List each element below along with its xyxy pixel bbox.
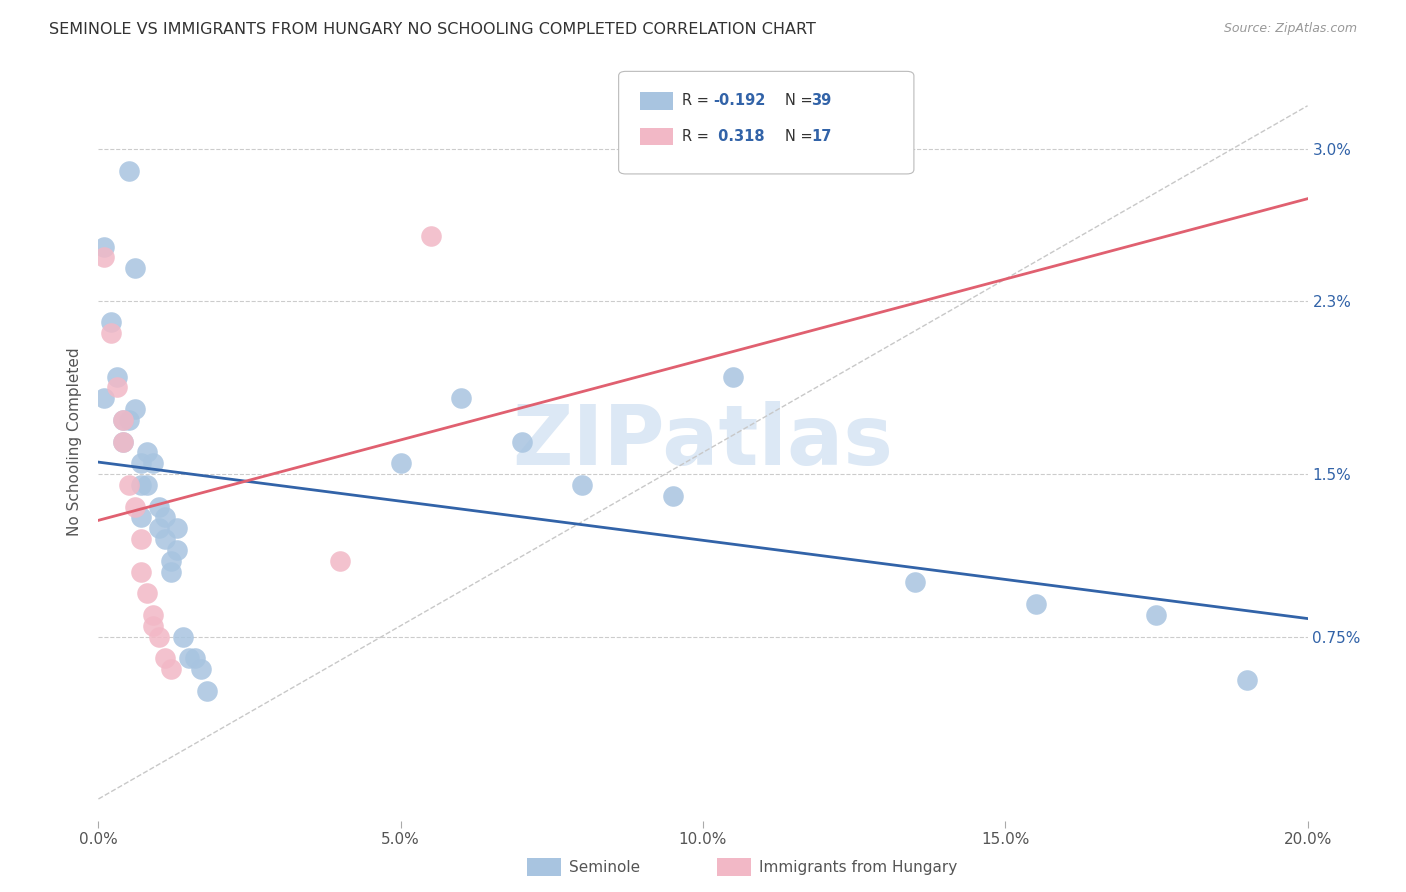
- Point: [661, 489, 683, 503]
- Point: [118, 413, 141, 427]
- Point: [129, 510, 152, 524]
- Point: [118, 163, 141, 178]
- Point: [166, 542, 188, 557]
- Point: [111, 434, 134, 449]
- Text: ZIPatlas: ZIPatlas: [513, 401, 893, 482]
- Point: [142, 618, 165, 632]
- Point: [105, 369, 128, 384]
- Point: [100, 315, 122, 329]
- Point: [148, 630, 170, 644]
- Point: [105, 380, 128, 394]
- Point: [329, 554, 352, 568]
- Point: [184, 651, 207, 665]
- Point: [124, 500, 146, 514]
- Text: Immigrants from Hungary: Immigrants from Hungary: [759, 860, 957, 874]
- Point: [118, 478, 141, 492]
- Point: [420, 228, 443, 243]
- Y-axis label: No Schooling Completed: No Schooling Completed: [67, 347, 83, 536]
- Point: [389, 456, 412, 470]
- Point: [571, 478, 593, 492]
- Point: [510, 434, 533, 449]
- Point: [142, 607, 165, 622]
- Point: [723, 369, 745, 384]
- Point: [153, 651, 176, 665]
- Text: R =: R =: [682, 129, 713, 144]
- Point: [195, 683, 218, 698]
- Point: [124, 261, 146, 276]
- Point: [111, 413, 134, 427]
- Point: [153, 532, 176, 546]
- Text: N =: N =: [785, 129, 817, 144]
- Point: [135, 445, 157, 459]
- Text: R =: R =: [682, 94, 713, 108]
- Point: [142, 456, 165, 470]
- Point: [1236, 673, 1258, 687]
- Point: [135, 586, 157, 600]
- Text: SEMINOLE VS IMMIGRANTS FROM HUNGARY NO SCHOOLING COMPLETED CORRELATION CHART: SEMINOLE VS IMMIGRANTS FROM HUNGARY NO S…: [49, 22, 815, 37]
- Point: [148, 500, 170, 514]
- Point: [179, 651, 201, 665]
- Point: [148, 521, 170, 535]
- Text: 0.318: 0.318: [713, 129, 765, 144]
- Point: [129, 456, 152, 470]
- Point: [450, 391, 472, 405]
- Point: [93, 391, 115, 405]
- Point: [160, 565, 183, 579]
- Text: -0.192: -0.192: [713, 94, 765, 108]
- Point: [135, 478, 157, 492]
- Point: [1144, 607, 1167, 622]
- Point: [129, 532, 152, 546]
- Point: [111, 434, 134, 449]
- Text: N =: N =: [785, 94, 817, 108]
- Point: [111, 413, 134, 427]
- Text: 39: 39: [811, 94, 831, 108]
- Point: [124, 402, 146, 417]
- Point: [100, 326, 122, 341]
- Point: [153, 510, 176, 524]
- Text: Source: ZipAtlas.com: Source: ZipAtlas.com: [1223, 22, 1357, 36]
- Point: [160, 662, 183, 676]
- Point: [1024, 597, 1046, 611]
- Point: [93, 251, 115, 265]
- Point: [160, 554, 183, 568]
- Point: [129, 565, 152, 579]
- Text: 17: 17: [811, 129, 831, 144]
- Point: [172, 630, 194, 644]
- Point: [129, 478, 152, 492]
- Point: [904, 575, 927, 590]
- Point: [93, 239, 115, 253]
- Text: Seminole: Seminole: [569, 860, 641, 874]
- Point: [166, 521, 188, 535]
- Point: [190, 662, 212, 676]
